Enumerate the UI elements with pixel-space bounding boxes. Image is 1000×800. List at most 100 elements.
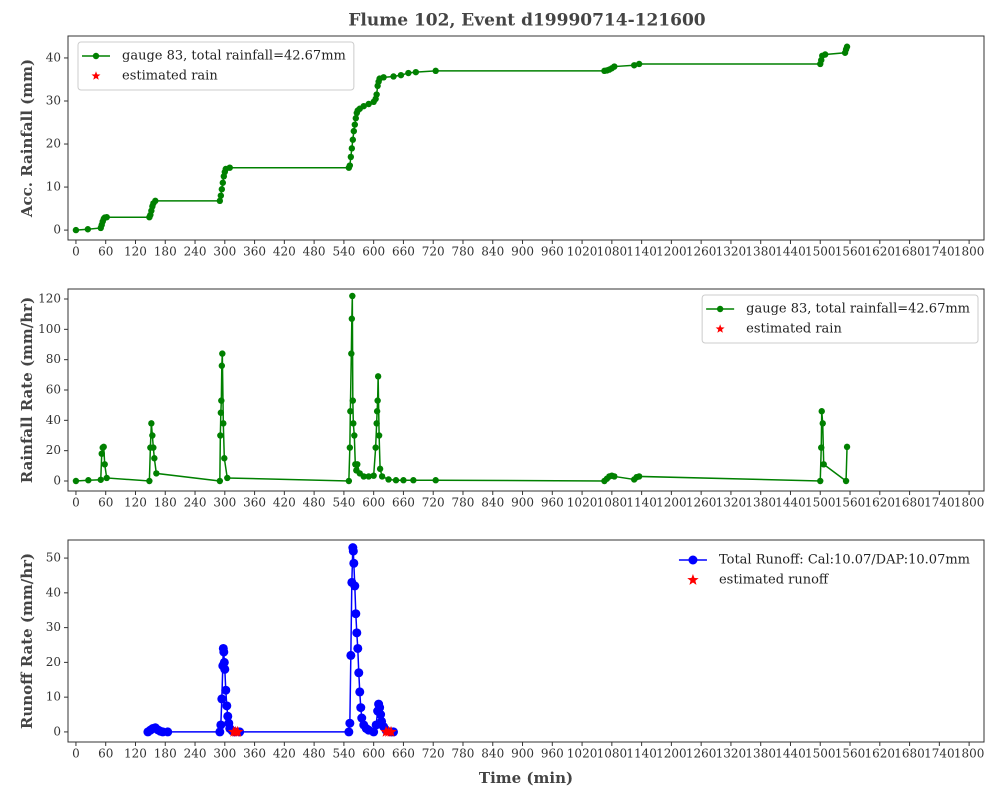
point-marker <box>357 713 367 723</box>
x-tick-label: 60 <box>98 496 113 510</box>
x-tick-label: 1740 <box>924 747 955 761</box>
point-marker <box>153 470 160 477</box>
point-marker <box>220 664 230 674</box>
point-marker <box>351 121 359 128</box>
x-tick-label: 1080 <box>597 747 628 761</box>
x-tick-label: 60 <box>98 747 113 761</box>
x-tick-label: 780 <box>452 245 475 259</box>
point-marker <box>349 558 359 568</box>
legend-frame <box>701 294 979 344</box>
x-tick-label: 0 <box>72 496 80 510</box>
x-tick-label: 1380 <box>745 245 776 259</box>
point-marker <box>350 581 360 591</box>
point-marker <box>98 450 105 457</box>
x-tick-label: 120 <box>124 747 147 761</box>
legend-label: estimated rain <box>746 322 842 337</box>
point-marker <box>218 186 226 193</box>
point-marker <box>400 477 407 484</box>
y-axis-label: Acc. Rainfall (mm) <box>18 59 36 218</box>
y-tick-label: 20 <box>46 443 61 457</box>
point-marker <box>346 444 354 451</box>
point-marker <box>375 703 385 713</box>
point-marker <box>373 420 380 427</box>
x-tick-label: 720 <box>422 496 445 510</box>
point-marker <box>350 127 358 135</box>
point-marker <box>103 213 110 221</box>
x-tick-label: 360 <box>243 245 266 259</box>
x-tick-label: 1440 <box>775 496 806 510</box>
legend-marker <box>687 574 699 585</box>
x-tick-label: 780 <box>452 496 475 510</box>
legend-marker <box>91 71 101 80</box>
point-marker <box>375 432 383 439</box>
x-tick-label: 1020 <box>567 245 598 259</box>
x-tick-label: 1560 <box>835 747 866 761</box>
legend: gauge 83, total rainfall=42.67mm estimate… <box>701 294 979 344</box>
x-tick-label: 1680 <box>894 245 925 259</box>
point-marker <box>397 71 405 79</box>
x-tick-label: 660 <box>392 245 415 259</box>
point-marker <box>217 432 224 439</box>
point-marker <box>148 420 155 427</box>
point-marker <box>151 455 158 462</box>
x-tick-label: 360 <box>243 496 266 510</box>
legend-marker <box>715 324 725 333</box>
x-tick-label: 1080 <box>597 496 628 510</box>
point-marker <box>354 461 361 468</box>
x-tick-label: 0 <box>72 747 80 761</box>
x-tick-label: 1560 <box>835 496 866 510</box>
x-tick-label: 1500 <box>805 245 836 259</box>
point-marker <box>378 473 386 480</box>
legend-marker <box>716 305 724 313</box>
x-tick-label: 600 <box>362 245 385 259</box>
x-tick-label: 1200 <box>656 245 687 259</box>
x-tick-label: 900 <box>511 747 534 761</box>
point-marker <box>352 115 360 122</box>
x-tick-label: 840 <box>481 747 504 761</box>
point-marker <box>351 432 358 439</box>
point-marker <box>822 51 829 58</box>
point-marker <box>349 292 356 300</box>
x-tick-label: 1320 <box>716 496 747 510</box>
point-marker <box>842 477 850 485</box>
point-marker <box>150 444 157 451</box>
x-tick-label: 540 <box>332 747 355 761</box>
point-marker <box>376 710 386 720</box>
point-marker <box>372 444 379 451</box>
y-tick-label: 20 <box>46 137 61 151</box>
point-marker <box>630 62 638 69</box>
point-marker <box>218 362 226 369</box>
x-tick-label: 420 <box>273 245 296 259</box>
y-tick-label: 0 <box>53 473 61 487</box>
point-marker <box>376 465 384 473</box>
point-marker <box>392 477 400 484</box>
point-marker <box>217 694 227 704</box>
x-tick-label: 1320 <box>716 245 747 259</box>
point-marker <box>410 477 417 484</box>
point-marker <box>152 197 159 205</box>
y-tick-label: 10 <box>46 180 61 194</box>
star-marker <box>385 725 397 737</box>
y-tick-label: 10 <box>46 690 61 704</box>
y-tick-label: 40 <box>46 585 61 599</box>
star-marker <box>232 725 244 737</box>
point-marker <box>817 477 824 485</box>
x-tick-label: 1560 <box>835 245 866 259</box>
point-marker <box>369 727 379 737</box>
point-marker <box>223 711 233 721</box>
point-marker <box>100 443 107 451</box>
x-tick-label: 600 <box>362 496 385 510</box>
point-marker <box>146 477 153 485</box>
point-marker <box>356 703 366 713</box>
x-tick-label: 480 <box>303 496 326 510</box>
point-marker <box>360 102 367 110</box>
x-tick-label: 1620 <box>865 747 896 761</box>
x-tick-label: 840 <box>481 496 504 510</box>
point-marker <box>373 91 380 98</box>
point-marker <box>432 477 439 484</box>
x-tick-label: 1260 <box>686 496 717 510</box>
point-marker <box>351 609 361 619</box>
axes-frame <box>67 539 985 743</box>
x-tick-label: 1440 <box>775 747 806 761</box>
x-tick-label: 480 <box>303 747 326 761</box>
